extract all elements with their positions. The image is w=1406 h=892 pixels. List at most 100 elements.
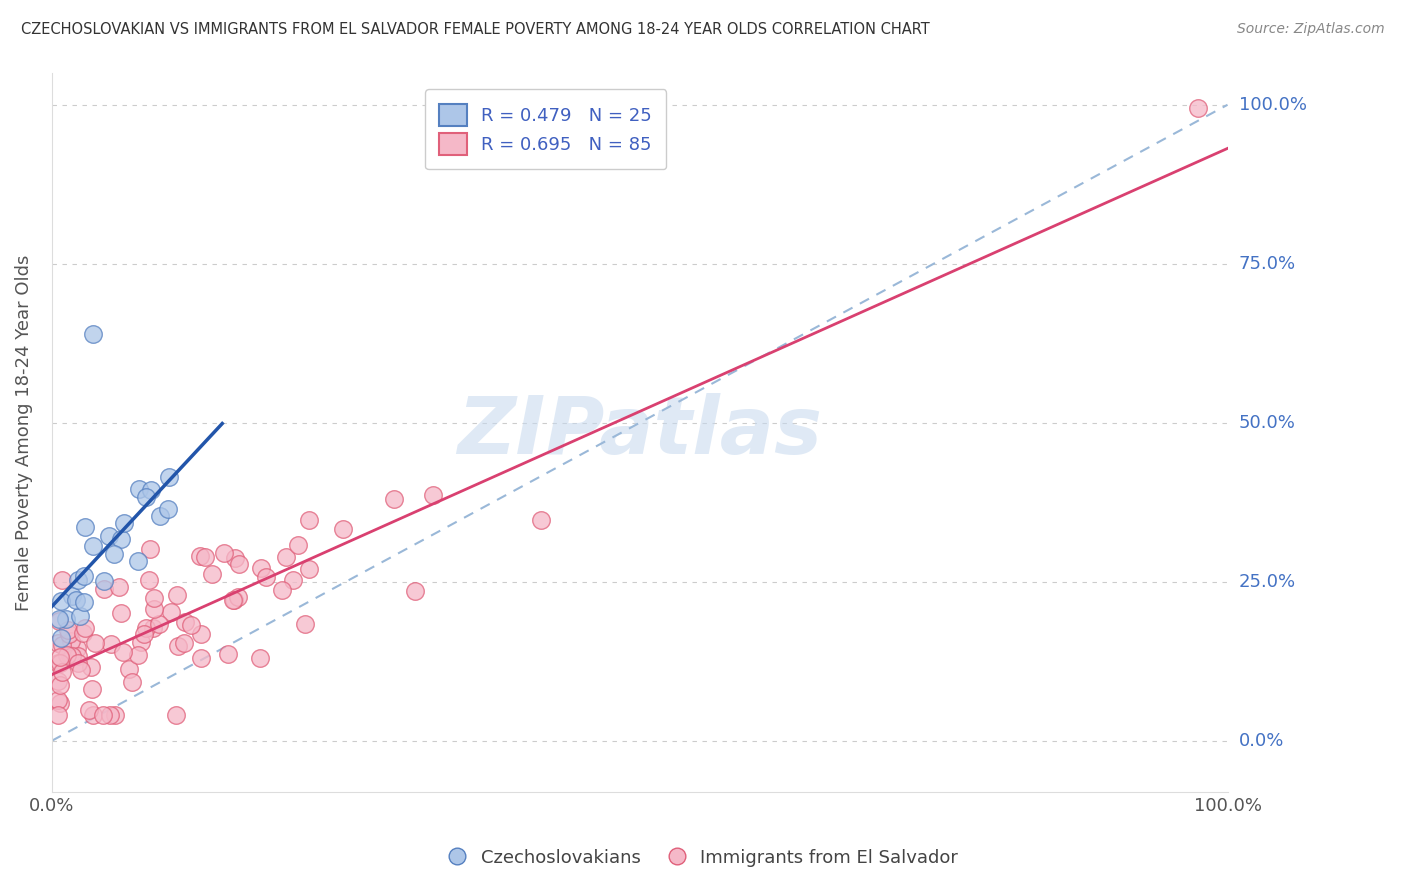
Point (127, 554, 149, 568)
Point (82, 539, 104, 553)
Point (112, 516, 135, 530)
Point (91, 708, 114, 723)
Point (65, 592, 87, 607)
Point (46, 674, 69, 689)
Point (97, 529, 120, 543)
Text: 100.0%: 100.0% (1239, 95, 1306, 114)
Point (93, 582, 115, 597)
Point (46, 708, 69, 723)
Point (249, 650, 271, 665)
Point (127, 648, 149, 662)
Point (66, 640, 89, 655)
Point (160, 605, 183, 619)
Point (250, 560, 273, 574)
Point (108, 580, 131, 594)
Point (66, 649, 89, 664)
Point (224, 550, 246, 565)
Point (51, 665, 73, 679)
Point (135, 621, 157, 635)
Point (80, 659, 103, 673)
Point (180, 617, 202, 632)
Point (70, 663, 93, 677)
Point (149, 508, 172, 523)
Point (79, 702, 101, 716)
Point (103, 547, 125, 561)
Point (66, 573, 89, 587)
Point (48, 612, 70, 626)
Point (49, 656, 72, 670)
Legend: Czechoslovakians, Immigrants from El Salvador: Czechoslovakians, Immigrants from El Sal… (441, 841, 965, 874)
Point (228, 557, 250, 571)
Point (222, 592, 245, 607)
Point (60, 589, 83, 603)
Point (82, 682, 104, 697)
Point (58, 626, 80, 640)
Point (173, 615, 195, 629)
Point (143, 591, 166, 606)
Point (212, 546, 235, 560)
Point (104, 708, 127, 723)
Point (141, 483, 163, 497)
Point (98, 708, 121, 723)
Point (73, 595, 96, 609)
Point (167, 640, 190, 654)
Point (73, 569, 96, 583)
Point (188, 549, 211, 563)
Point (294, 616, 316, 631)
Point (51, 632, 73, 646)
Point (55, 612, 77, 626)
Point (75, 519, 97, 533)
Point (157, 502, 180, 516)
Point (142, 601, 165, 615)
Point (165, 708, 187, 723)
Point (221, 593, 243, 607)
Point (93, 574, 115, 589)
Text: 0.0%: 0.0% (1239, 731, 1284, 750)
Point (60, 649, 83, 664)
Point (141, 621, 163, 635)
Point (51, 593, 73, 607)
Point (228, 591, 250, 605)
Point (48, 614, 70, 628)
Point (530, 513, 553, 527)
Point (121, 674, 143, 689)
Point (270, 583, 292, 598)
Point (148, 616, 170, 631)
Point (66, 656, 89, 670)
Point (173, 635, 195, 649)
Point (166, 588, 188, 602)
Point (111, 645, 134, 659)
Point (48, 693, 70, 707)
Point (194, 549, 217, 564)
Point (287, 538, 309, 552)
Point (84, 635, 107, 649)
Point (129, 635, 152, 649)
Point (298, 513, 321, 527)
Point (46, 636, 69, 650)
Point (51, 574, 73, 588)
Point (404, 584, 426, 599)
Point (110, 606, 132, 620)
Point (201, 566, 224, 581)
Point (283, 573, 305, 587)
Point (157, 469, 180, 483)
Point (422, 488, 444, 502)
Point (100, 637, 122, 651)
Point (298, 562, 321, 576)
Point (56, 624, 79, 638)
Text: 50.0%: 50.0% (1239, 414, 1295, 432)
Point (190, 651, 212, 665)
Point (55, 648, 77, 662)
Text: 75.0%: 75.0% (1239, 255, 1296, 273)
Y-axis label: Female Poverty Among 18-24 Year Olds: Female Poverty Among 18-24 Year Olds (15, 254, 32, 610)
Legend: R = 0.479   N = 25, R = 0.695   N = 85: R = 0.479 N = 25, R = 0.695 N = 85 (425, 89, 666, 169)
Point (59, 634, 82, 648)
Point (139, 542, 162, 557)
Point (135, 491, 157, 505)
Text: 25.0%: 25.0% (1239, 573, 1296, 591)
Text: ZIPatlas: ZIPatlas (457, 393, 823, 471)
Point (128, 482, 150, 496)
Point (51, 639, 73, 653)
Point (49, 696, 72, 710)
Point (134, 627, 156, 641)
